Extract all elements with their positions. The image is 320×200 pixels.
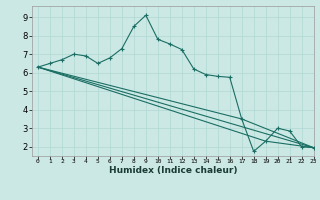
X-axis label: Humidex (Indice chaleur): Humidex (Indice chaleur) [108, 166, 237, 175]
